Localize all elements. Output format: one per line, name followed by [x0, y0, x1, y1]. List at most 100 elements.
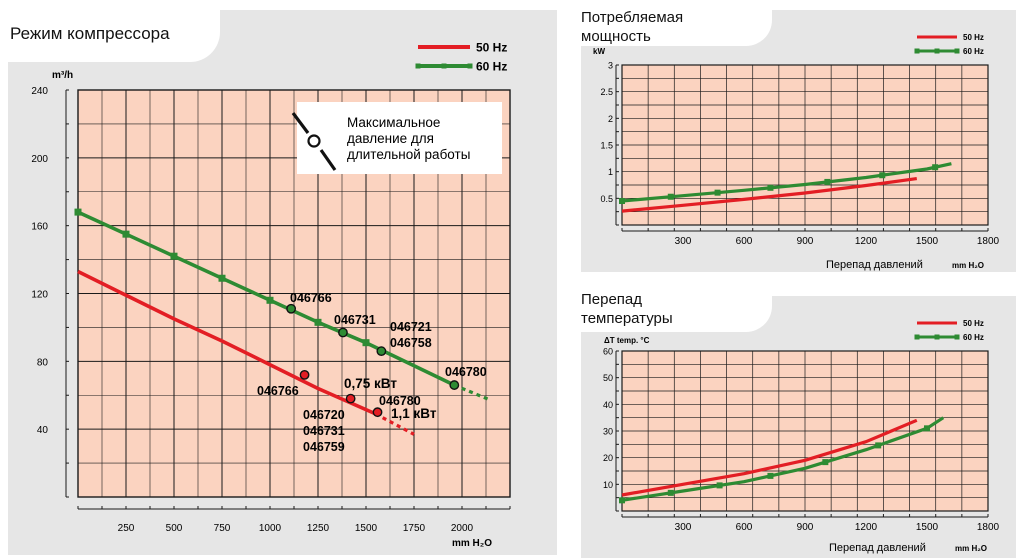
- c1-series-60hz-extension: [453, 383, 492, 402]
- c1-series-60hz-marker: [218, 274, 226, 282]
- c1-label-046731: 046731: [334, 313, 376, 327]
- c1-y-tick-label: 160: [31, 222, 48, 233]
- c1-plot-border: [77, 89, 511, 498]
- c2-series-60hz-line: [621, 162, 952, 203]
- c2-series-60hz-marker: [667, 193, 674, 200]
- c2-x-tick-label: 1200: [855, 236, 878, 247]
- c1-series-60hz-marker: [74, 208, 82, 216]
- c1-series-50hz-model-point: [345, 393, 356, 404]
- c2-plot-border: [621, 64, 989, 226]
- c1-x-tick-label: 1250: [307, 523, 330, 534]
- c1-series-60hz-marker: [170, 252, 178, 260]
- c1-label-red-model: 046720: [303, 408, 345, 422]
- c2-series-60hz-marker: [714, 189, 721, 196]
- c3-x-tick-label: 300: [675, 522, 692, 533]
- c2-legend-60hz-label: 60 Hz: [963, 47, 984, 56]
- c1-legend-60hz-label: 60 Hz: [476, 60, 507, 74]
- c2-series-60hz-marker: [767, 184, 774, 191]
- c1-y-tick-label: 200: [31, 154, 48, 165]
- c1-y-tick-label: 80: [37, 357, 49, 368]
- c1-label-green-046780: 046780: [445, 365, 487, 379]
- c1-series-60hz-model-point: [338, 327, 348, 338]
- c2-y-tick-label: 1.5: [600, 141, 613, 151]
- c1-y-tick-label: 240: [31, 86, 48, 97]
- c3-series-60hz-marker: [619, 497, 625, 504]
- power-title-line-2: мощность: [581, 28, 651, 45]
- c1-series-60hz-model-point: [286, 303, 297, 314]
- c1-x-tick-label: 1750: [403, 523, 426, 534]
- c3-y-tick-label: 30: [603, 427, 613, 437]
- c3-y-tick-label: 40: [603, 400, 613, 410]
- c1-max-pressure-text: Максимальное: [347, 115, 440, 130]
- c1-label-red-model: 046759: [303, 440, 345, 454]
- c2-x-tick-label: 1800: [977, 236, 1000, 247]
- temperature-title-tab: [572, 286, 772, 332]
- c2-x-tick-label: 1500: [916, 236, 939, 247]
- power-title-line-1: Потребляемая: [581, 9, 684, 26]
- c2-legend-60hz-marker: [934, 48, 940, 54]
- temperature-title-line-1: Перепад: [581, 291, 643, 308]
- c1-series-50hz-model-point: [299, 369, 310, 380]
- c2-legend-50hz-label: 50 Hz: [963, 33, 984, 42]
- c3-legend-50hz-label: 50 Hz: [963, 319, 984, 328]
- c2-y-tick-label: 2.5: [600, 87, 613, 97]
- c3-series-60hz-marker: [924, 425, 930, 432]
- c2-series-60hz-marker: [619, 198, 625, 204]
- c2-x-axis-unit: mm H₂O: [952, 261, 984, 270]
- c2-x-tick-label: 900: [797, 236, 814, 247]
- c1-max-pressure-icon-line-b: [319, 149, 337, 171]
- c2-y-tick-label: 3: [608, 61, 613, 71]
- c3-y-tick-label: 10: [603, 480, 613, 490]
- c2-x-tick-label: 300: [675, 236, 692, 247]
- c1-label-046721: 046721: [390, 320, 432, 334]
- c3-x-tick-label: 600: [736, 522, 753, 533]
- c3-legend-60hz-label: 60 Hz: [963, 333, 984, 342]
- c1-legend-60hz-marker: [415, 63, 421, 69]
- c3-y-tick-label: 20: [603, 453, 613, 463]
- c1-max-pressure-icon-circle: [307, 134, 321, 148]
- c2-legend-60hz-marker: [954, 48, 960, 54]
- c1-label-red-model: 046731: [303, 424, 345, 438]
- c2-legend-60hz-marker: [914, 48, 920, 54]
- c1-x-tick-label: 500: [166, 523, 183, 534]
- c1-label-11kw: 1,1 кВт: [391, 406, 437, 421]
- c1-series-60hz-model-point: [449, 380, 460, 390]
- c3-x-tick-label: 1500: [916, 522, 939, 533]
- c2-series-60hz-marker: [824, 178, 831, 185]
- c1-series-60hz-marker: [122, 230, 130, 238]
- c1-label-green-046766: 046766: [290, 291, 332, 305]
- c1-series-50hz-model-point: [372, 407, 383, 418]
- c1-x-tick-label: 250: [118, 523, 135, 534]
- c3-y-tick-label: 60: [603, 347, 613, 357]
- c3-x-tick-label: 900: [797, 522, 814, 533]
- c1-x-axis-label: mm H₂O: [452, 538, 492, 549]
- compressor-title: Режим компрессора: [10, 24, 170, 43]
- c1-legend-60hz-marker: [441, 63, 447, 69]
- c3-series-50hz-line: [621, 418, 918, 497]
- c2-series-60hz-marker: [932, 164, 939, 171]
- c2-series-50hz-line: [621, 177, 918, 213]
- c3-plot-border: [621, 350, 989, 512]
- c1-series-60hz-model-point: [376, 346, 387, 357]
- c3-legend-60hz-marker: [914, 334, 920, 340]
- c2-y-axis-label: kW: [593, 47, 605, 56]
- c1-y-axis-label: m³/h: [52, 70, 73, 81]
- c2-x-tick-label: 600: [736, 236, 753, 247]
- c1-max-pressure-text: длительной работы: [347, 147, 470, 162]
- c1-label-red-046780: 046780: [379, 394, 421, 408]
- c3-series-60hz-marker: [767, 472, 774, 479]
- c3-series-60hz-marker: [822, 459, 829, 466]
- c1-label-075kw: 0,75 кВт: [344, 376, 397, 391]
- compressor-title-tab: [0, 0, 220, 62]
- c1-y-tick-label: 40: [37, 425, 49, 436]
- c1-x-tick-label: 2000: [451, 523, 474, 534]
- c3-x-tick-label: 1800: [977, 522, 1000, 533]
- c3-y-axis-label: ΔT temp. °C: [604, 336, 650, 345]
- c3-x-axis-label: Перепад давлений: [829, 542, 926, 554]
- c3-series-60hz-marker: [667, 489, 674, 496]
- c3-x-tick-label: 1200: [855, 522, 878, 533]
- c1-y-tick-label: 120: [31, 290, 48, 301]
- power-title-tab: [572, 0, 772, 46]
- c2-y-tick-label: 2: [608, 114, 613, 124]
